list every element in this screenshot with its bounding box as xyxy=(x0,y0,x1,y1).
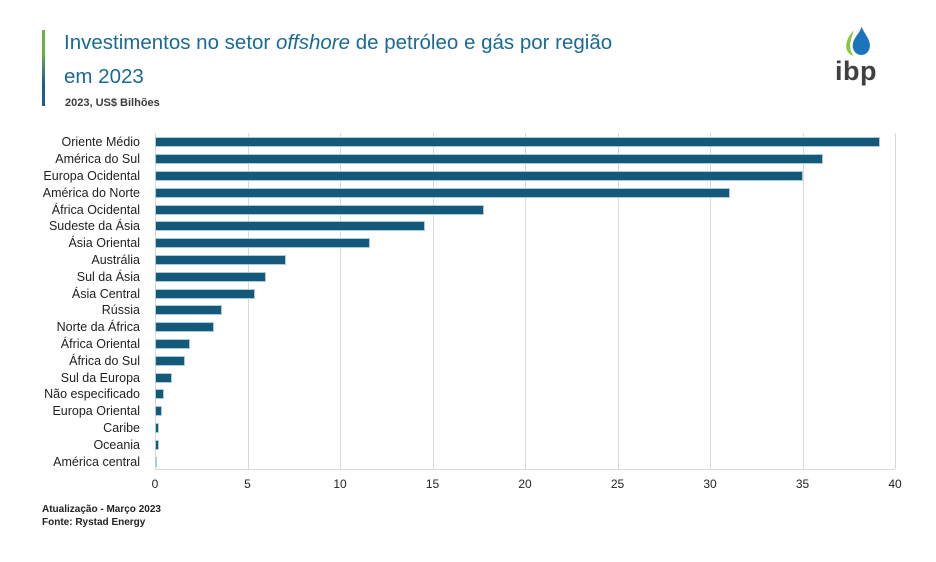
bar xyxy=(155,439,159,450)
drop-icon xyxy=(845,26,870,56)
gridline xyxy=(525,133,526,469)
category-label: América do Sul xyxy=(55,152,140,167)
ibp-logo: ibp xyxy=(824,26,888,86)
category-label: África Ocidental xyxy=(51,202,140,217)
bar xyxy=(155,339,191,349)
category-label: Ásia Oriental xyxy=(68,236,140,251)
bar xyxy=(155,187,731,198)
gridline xyxy=(432,133,434,469)
category-label: Oriente Médio xyxy=(61,135,140,150)
x-axis: 0 5 10 15 20 25 30 35 40 xyxy=(151,471,902,491)
bar xyxy=(155,221,426,232)
category-label: Oceania xyxy=(93,437,140,452)
bar xyxy=(155,171,803,181)
bar xyxy=(155,137,881,148)
category-label: América do Norte xyxy=(42,185,140,200)
category-label: Norte da África xyxy=(56,320,140,335)
x-tick-label: 30 xyxy=(703,477,717,491)
bar xyxy=(155,154,823,165)
category-label: África do Sul xyxy=(69,353,140,368)
plot-area xyxy=(155,133,896,470)
category-label: América central xyxy=(53,454,140,469)
x-tick-label: 15 xyxy=(425,477,440,491)
x-tick-label: 5 xyxy=(244,477,251,491)
page-title: Investimentos no setor offshore de petró… xyxy=(64,26,774,94)
category-label: Sudeste da Ásia xyxy=(48,219,140,234)
title-accent-bar xyxy=(42,30,45,106)
logo-wordmark: ibp xyxy=(835,56,877,86)
bar xyxy=(155,288,255,299)
bar xyxy=(155,406,163,417)
footer-source-note: Fonte: Rystad Energy xyxy=(42,517,146,528)
gridline xyxy=(155,133,156,469)
bar xyxy=(155,271,266,282)
gridline xyxy=(617,133,619,469)
title-text-line2: em 2023 xyxy=(64,65,144,88)
bar xyxy=(155,255,287,265)
category-label: Sul da Europa xyxy=(60,370,140,385)
title-text-italic: offshore xyxy=(275,31,351,54)
bar xyxy=(155,305,222,316)
bar xyxy=(155,322,215,333)
bar xyxy=(155,372,172,383)
bar xyxy=(155,389,165,400)
title-text-post: de petróleo e gás por região xyxy=(350,31,613,54)
footer: Atualização - Março 2023 Fonte: Rystad E… xyxy=(42,503,161,529)
x-tick-label: 20 xyxy=(518,477,532,491)
category-label: Caribe xyxy=(103,420,140,435)
category-label: Europa Oriental xyxy=(52,404,140,419)
x-tick-label: 25 xyxy=(610,477,625,491)
category-label: Não especificado xyxy=(44,387,140,402)
x-tick-label: 35 xyxy=(795,477,810,491)
category-label: Austrália xyxy=(91,252,140,267)
gridline xyxy=(247,133,249,469)
x-tick-label: 0 xyxy=(151,477,159,491)
category-label: Rússia xyxy=(101,303,140,318)
title-text-pre: Investimentos no setor xyxy=(64,31,276,54)
bar xyxy=(155,204,485,215)
x-tick-label: 10 xyxy=(333,477,347,491)
category-label: Europa Ocidental xyxy=(43,168,140,183)
gridline xyxy=(802,133,804,469)
category-label: Sul da Ásia xyxy=(76,269,140,284)
bar xyxy=(155,456,157,467)
bar xyxy=(155,238,370,249)
gridline xyxy=(710,133,711,469)
footer-update-note: Atualização - Março 2023 xyxy=(42,504,161,515)
bar xyxy=(155,355,185,366)
category-labels: Oriente Médio América do Sul Europa Ociden… xyxy=(0,134,147,470)
bar xyxy=(155,423,159,433)
category-label: África Oriental xyxy=(60,336,140,351)
gridline xyxy=(895,133,896,469)
category-label: Ásia Central xyxy=(71,286,140,301)
x-tick-label: 40 xyxy=(888,477,902,491)
chart-subtitle: 2023, US$ Bilhões xyxy=(65,97,160,109)
gridline xyxy=(340,133,341,469)
